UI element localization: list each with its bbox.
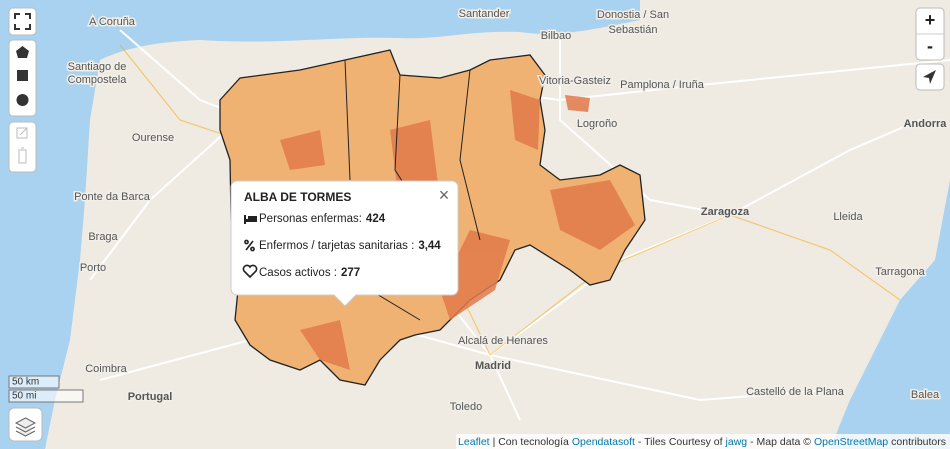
place-label: Andorra (904, 118, 948, 130)
edit-toolbar (8, 121, 37, 173)
popup-row: Casos activos : 277 (259, 267, 360, 279)
scale-metric (8, 375, 60, 389)
fullscreen-icon (14, 13, 31, 30)
place-label: Tarragona (875, 266, 925, 278)
place-label: Portugal (128, 391, 173, 403)
zoom-out[interactable]: - (927, 36, 933, 56)
popup-row: Enfermos / tarjetas sanitarias : 3,44 (259, 240, 441, 252)
place-label: Balea (911, 389, 940, 401)
place-label: Santiago de (68, 61, 127, 73)
row-value: 424 (366, 213, 386, 225)
popup-box (230, 180, 459, 307)
place-labels: A Coruña Santander Donostia / San Sebastián… (66, 6, 949, 414)
sea (830, 180, 950, 449)
draw-polygon[interactable] (16, 46, 29, 58)
locate-icon (923, 70, 936, 84)
attribution-bg (456, 434, 950, 449)
place-label: Vitoria-Gasteiz (539, 75, 611, 87)
popup: × ALBA DE TORMES Personas enfermas: 424 E… (230, 180, 459, 307)
row-value: 277 (341, 267, 360, 279)
place-label: Coimbra (85, 363, 127, 375)
place-label: Compostela (68, 74, 128, 86)
draw-circle[interactable] (16, 94, 29, 106)
attribution-link[interactable]: Leaflet (458, 436, 490, 448)
place-label: Logroño (577, 118, 617, 130)
attribution-text: | Con tecnología (493, 436, 569, 448)
popup-row: Personas enfermas: 424 (259, 213, 386, 225)
layers-icon (14, 417, 37, 437)
attribution-text: - Tiles Courtesy of (638, 436, 723, 448)
place-label: Toledo (450, 401, 482, 413)
place-label: Pamplona / Iruña (620, 79, 705, 91)
place-label: A Coruña (89, 16, 136, 28)
zoom-in[interactable]: + (925, 10, 936, 30)
close-button[interactable]: × (439, 185, 450, 205)
row-value: 3,44 (418, 240, 441, 252)
row-label: Casos activos : (259, 267, 337, 279)
row-label: Enfermos / tarjetas sanitarias : (259, 240, 414, 252)
place-label: Madrid (475, 360, 511, 372)
fullscreen-button[interactable] (8, 7, 37, 36)
attribution-link[interactable]: OpenStreetMap (814, 436, 888, 448)
heart-icon (242, 264, 258, 279)
scale-imperial (8, 389, 84, 403)
place-label: Santander (459, 8, 510, 20)
attribution-text: - Map data © (750, 436, 811, 448)
attribution-link[interactable]: Opendatasoft (572, 436, 635, 448)
attribution: Leaflet | Con tecnología Opendatasoft - Til… (458, 436, 946, 448)
draw-rectangle[interactable] (17, 70, 28, 81)
place-label: Braga (88, 231, 118, 243)
sea (0, 0, 640, 449)
percent-icon (244, 239, 255, 252)
controls: 50 km 50 mi + - (8, 7, 945, 442)
place-label: Lleida (833, 211, 863, 223)
scale-label: 50 mi (12, 391, 36, 402)
place-label: Sebastián (609, 24, 658, 36)
place-label: Zaragoza (701, 206, 750, 218)
place-label: Porto (80, 262, 106, 274)
place-label: Donostia / San (597, 9, 669, 21)
popup-title: ALBA DE TORMES (244, 190, 351, 204)
place-label: Castelló de la Plana (746, 386, 845, 398)
edit-button[interactable] (16, 127, 28, 139)
attribution-text: contributors (891, 436, 946, 448)
attribution-link[interactable]: jawg (725, 436, 748, 448)
place-label: Ponte da Barca (74, 191, 151, 203)
delete-button[interactable] (18, 147, 27, 164)
row-label: Personas enfermas: (259, 213, 362, 225)
scale-label: 50 km (12, 377, 39, 388)
place-label: Alcalá de Henares (458, 335, 548, 347)
place-label: Bilbao (541, 30, 572, 42)
bed-icon (244, 215, 257, 224)
place-label: Ourense (132, 132, 174, 144)
